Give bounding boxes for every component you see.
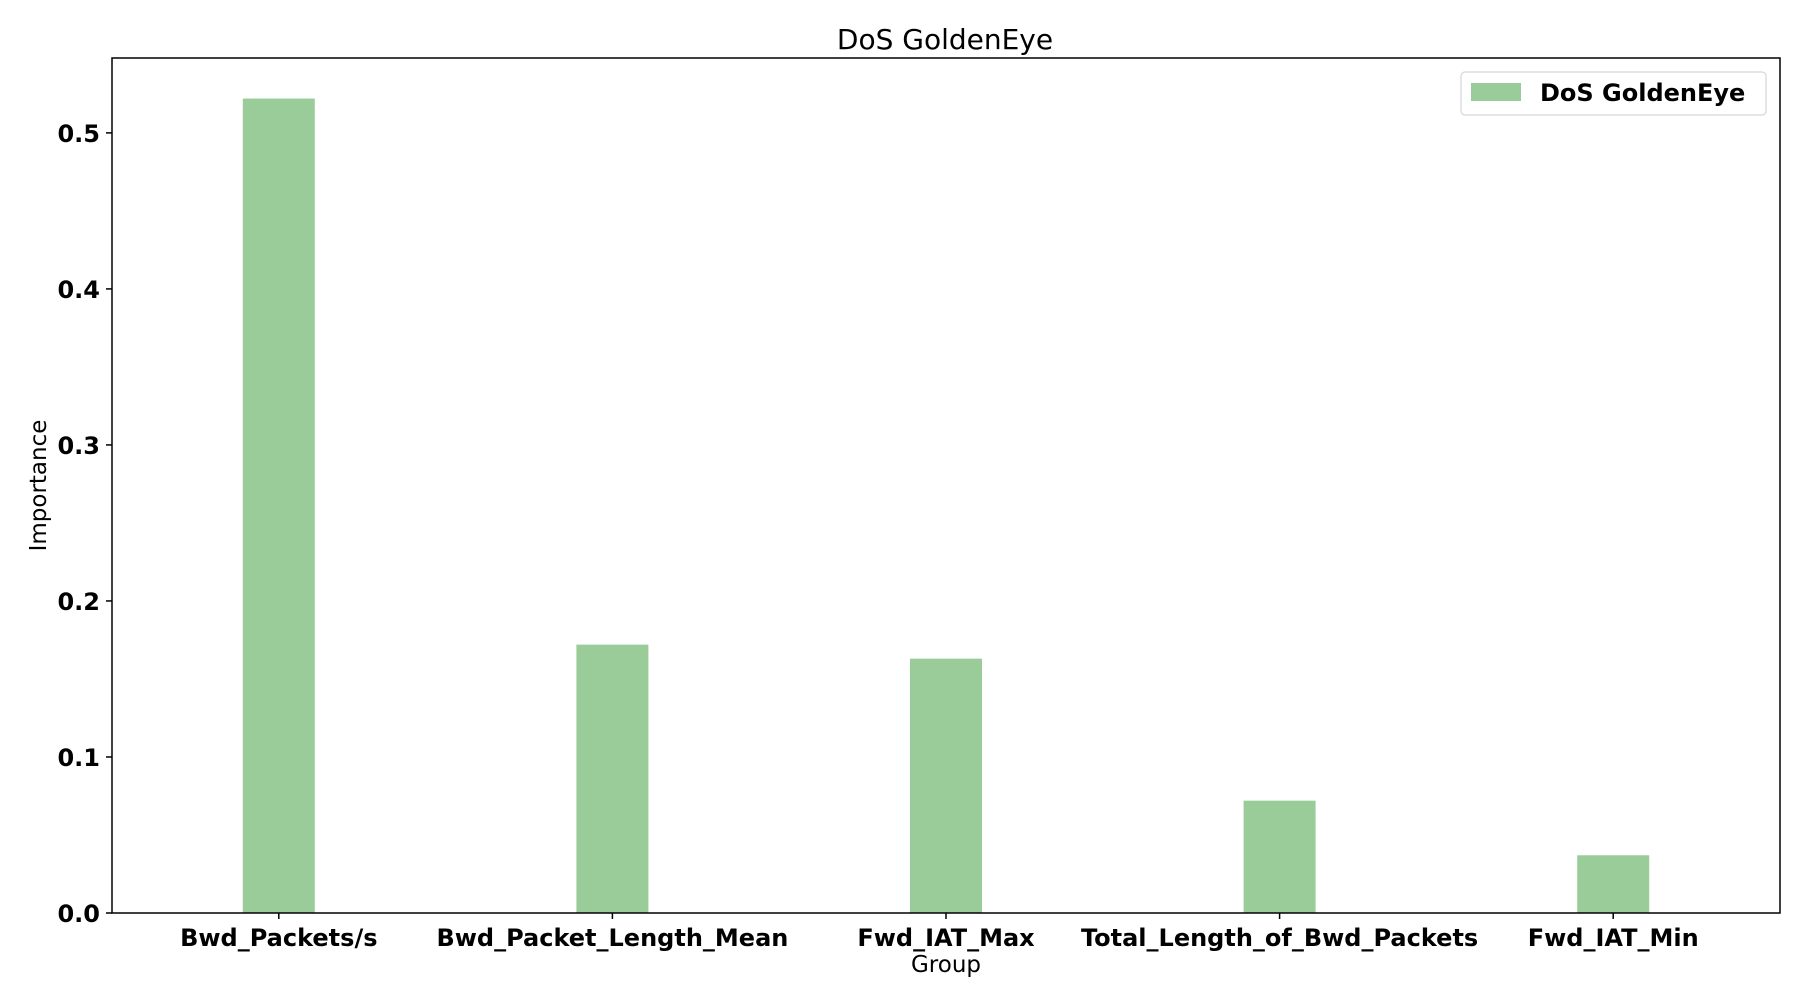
y-tick-label: 0.3 [57, 432, 100, 460]
legend-swatch [1471, 83, 1521, 101]
x-axis-label: Group [911, 952, 981, 978]
plot-frame [111, 57, 1781, 914]
x-axis: Bwd_Packets/s Bwd_Packet_Length_Mean Fwd_I… [180, 913, 1699, 952]
y-tick-label: 0.2 [57, 588, 100, 616]
x-tick-label: Bwd_Packet_Length_Mean [436, 924, 788, 952]
y-axis: 0.0 0.1 0.2 0.3 0.4 0.5 [57, 120, 112, 928]
bar [576, 644, 649, 913]
legend-box [1460, 71, 1767, 116]
chart-title: DoS GoldenEye [837, 23, 1053, 56]
bar [1577, 855, 1650, 913]
y-tick-label: 0.5 [57, 120, 100, 148]
bar [1243, 800, 1316, 913]
x-tick-label: Fwd_IAT_Max [857, 924, 1035, 952]
bar [242, 98, 315, 914]
y-tick-label: 0.1 [57, 744, 100, 772]
x-tick-label: Bwd_Packets/s [180, 924, 377, 952]
legend: DoS GoldenEye [1460, 71, 1767, 116]
y-axis-label: Importance [26, 420, 52, 552]
y-tick-label: 0.0 [57, 900, 100, 928]
bar [910, 658, 982, 913]
bars-group [242, 98, 1650, 914]
x-tick-label: Fwd_IAT_Min [1528, 924, 1699, 952]
y-tick-label: 0.4 [57, 276, 100, 304]
legend-label: DoS GoldenEye [1540, 79, 1745, 107]
x-tick-label: Total_Length_of_Bwd_Packets [1081, 924, 1478, 952]
